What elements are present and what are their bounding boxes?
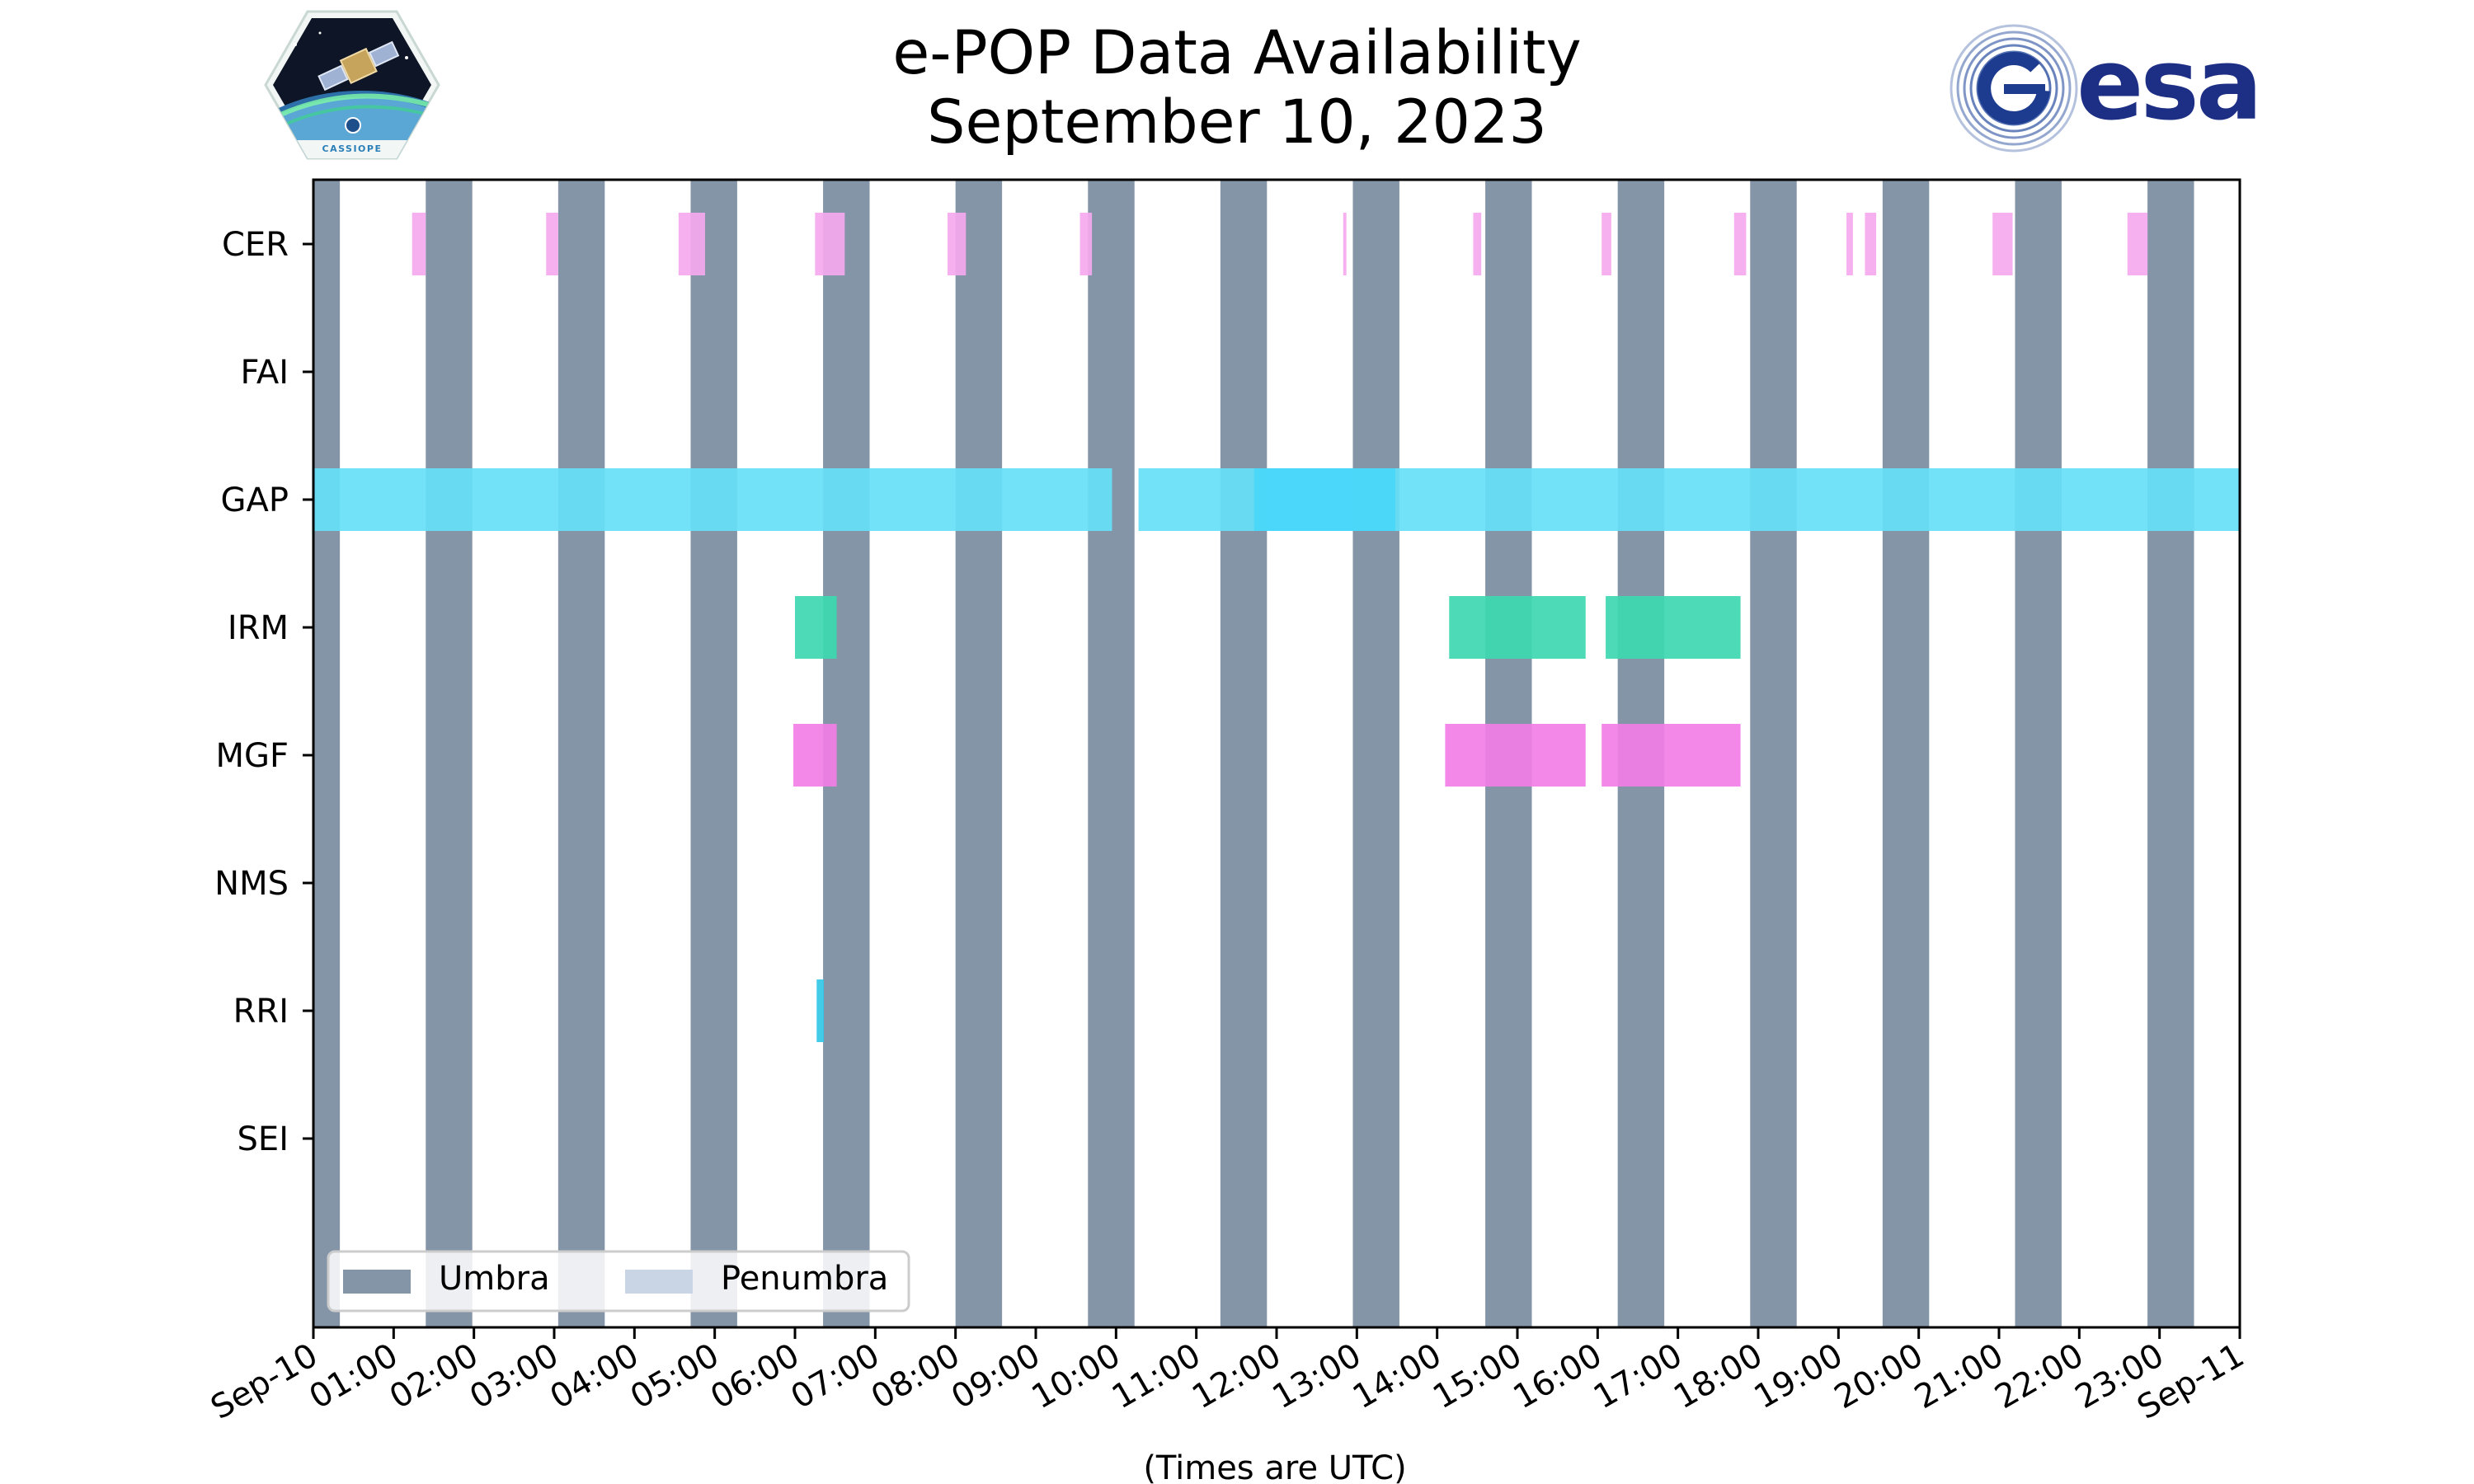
availability-bar-irm	[795, 596, 837, 659]
data-bars-layer	[313, 213, 2240, 1042]
legend-penumbra-label: Penumbra	[721, 1260, 888, 1298]
cassiope-logo: CASSIOPE	[264, 10, 440, 160]
x-tick-label: 02:00	[383, 1336, 485, 1416]
x-tick-label: 09:00	[945, 1336, 1047, 1416]
x-tick-label: 19:00	[1747, 1336, 1849, 1416]
legend-penumbra-swatch	[625, 1270, 693, 1294]
umbra-band	[1750, 180, 1797, 1327]
umbra-band	[2147, 180, 2194, 1327]
umbra-band	[313, 180, 341, 1327]
umbra-band	[690, 180, 737, 1327]
x-tick-label: 05:00	[624, 1336, 726, 1416]
umbra-band	[1882, 180, 1930, 1327]
availability-bar-cer	[1473, 213, 1482, 275]
x-axis: Sep-1001:0002:0003:0004:0005:0006:0007:0…	[205, 1327, 2251, 1427]
x-tick-label: 06:00	[704, 1336, 806, 1416]
availability-bar-rri	[816, 979, 825, 1042]
availability-bar-cer	[1865, 213, 1877, 275]
availability-bar-irm	[1606, 596, 1741, 659]
availability-bar-cer	[947, 213, 967, 275]
x-axis-label: (Times are UTC)	[1143, 1449, 1406, 1484]
availability-bar-cer	[1343, 213, 1347, 275]
y-tick-label: IRM	[228, 609, 289, 647]
availability-bar-cer	[1992, 213, 2013, 275]
y-tick-label: SEI	[238, 1120, 289, 1158]
y-tick-label: FAI	[241, 354, 289, 392]
x-tick-label: 13:00	[1266, 1336, 1367, 1416]
x-tick-label: 20:00	[1828, 1336, 1930, 1416]
availability-bar-cer	[2127, 213, 2148, 275]
y-tick-label: MGF	[215, 737, 289, 775]
x-tick-label: 18:00	[1667, 1336, 1769, 1416]
availability-bar-cer	[815, 213, 845, 275]
legend: Umbra Penumbra	[327, 1250, 910, 1313]
x-tick-label: 17:00	[1587, 1336, 1689, 1416]
y-tick-label: CER	[222, 226, 289, 264]
availability-bar-cer	[412, 213, 426, 275]
availability-bar-mgf	[1445, 724, 1586, 787]
svg-text:CASSIOPE: CASSIOPE	[322, 143, 383, 154]
x-tick-label: 11:00	[1106, 1336, 1207, 1416]
availability-bar-mgf	[1602, 724, 1741, 787]
availability-bar-cer	[1733, 213, 1747, 275]
umbra-band	[2015, 180, 2062, 1327]
x-tick-label: 12:00	[1186, 1336, 1287, 1416]
umbra-band	[955, 180, 1003, 1327]
availability-bar-cer	[1846, 213, 1853, 275]
x-tick-label: 16:00	[1507, 1336, 1608, 1416]
umbra-band	[557, 180, 605, 1327]
x-tick-label: 07:00	[784, 1336, 886, 1416]
x-tick-label: 14:00	[1347, 1336, 1448, 1416]
availability-bar-gap	[313, 468, 1112, 531]
umbra-layer	[313, 180, 2194, 1327]
umbra-band	[426, 180, 473, 1327]
availability-bar-gap-highlight	[1253, 468, 1396, 531]
availability-bar-cer	[1602, 213, 1611, 275]
x-tick-label: 08:00	[865, 1336, 967, 1416]
y-tick-label: NMS	[214, 865, 289, 903]
x-tick-label: 21:00	[1908, 1336, 2010, 1416]
availability-bar-cer	[546, 213, 558, 275]
legend-umbra-label: Umbra	[439, 1260, 550, 1298]
legend-umbra-swatch	[343, 1270, 411, 1294]
y-axis: CER FAI GAP IRM MGF NMS RRI SEI	[214, 226, 313, 1158]
x-tick-label: 22:00	[1988, 1336, 2090, 1416]
x-tick-label: 15:00	[1427, 1336, 1528, 1416]
chart-subtitle: September 10, 2023	[927, 87, 1547, 157]
availability-bar-cer	[678, 213, 705, 275]
availability-bar-cer	[1079, 213, 1093, 275]
svg-text:esa: esa	[2077, 28, 2260, 143]
umbra-band	[1088, 180, 1135, 1327]
esa-logo: esa	[1950, 24, 2263, 153]
umbra-band	[1352, 180, 1399, 1327]
x-tick-label: 04:00	[543, 1336, 645, 1416]
chart-title: e-POP Data Availability	[892, 18, 1582, 88]
legend-box	[327, 1250, 910, 1313]
umbra-band	[1220, 180, 1268, 1327]
x-tick-label: 10:00	[1025, 1336, 1126, 1416]
y-tick-label: GAP	[221, 481, 289, 519]
availability-bar-mgf	[793, 724, 837, 787]
y-tick-label: RRI	[233, 993, 289, 1031]
availability-bar-irm	[1449, 596, 1586, 659]
x-tick-label: 03:00	[463, 1336, 565, 1416]
x-tick-label: 01:00	[303, 1336, 404, 1416]
